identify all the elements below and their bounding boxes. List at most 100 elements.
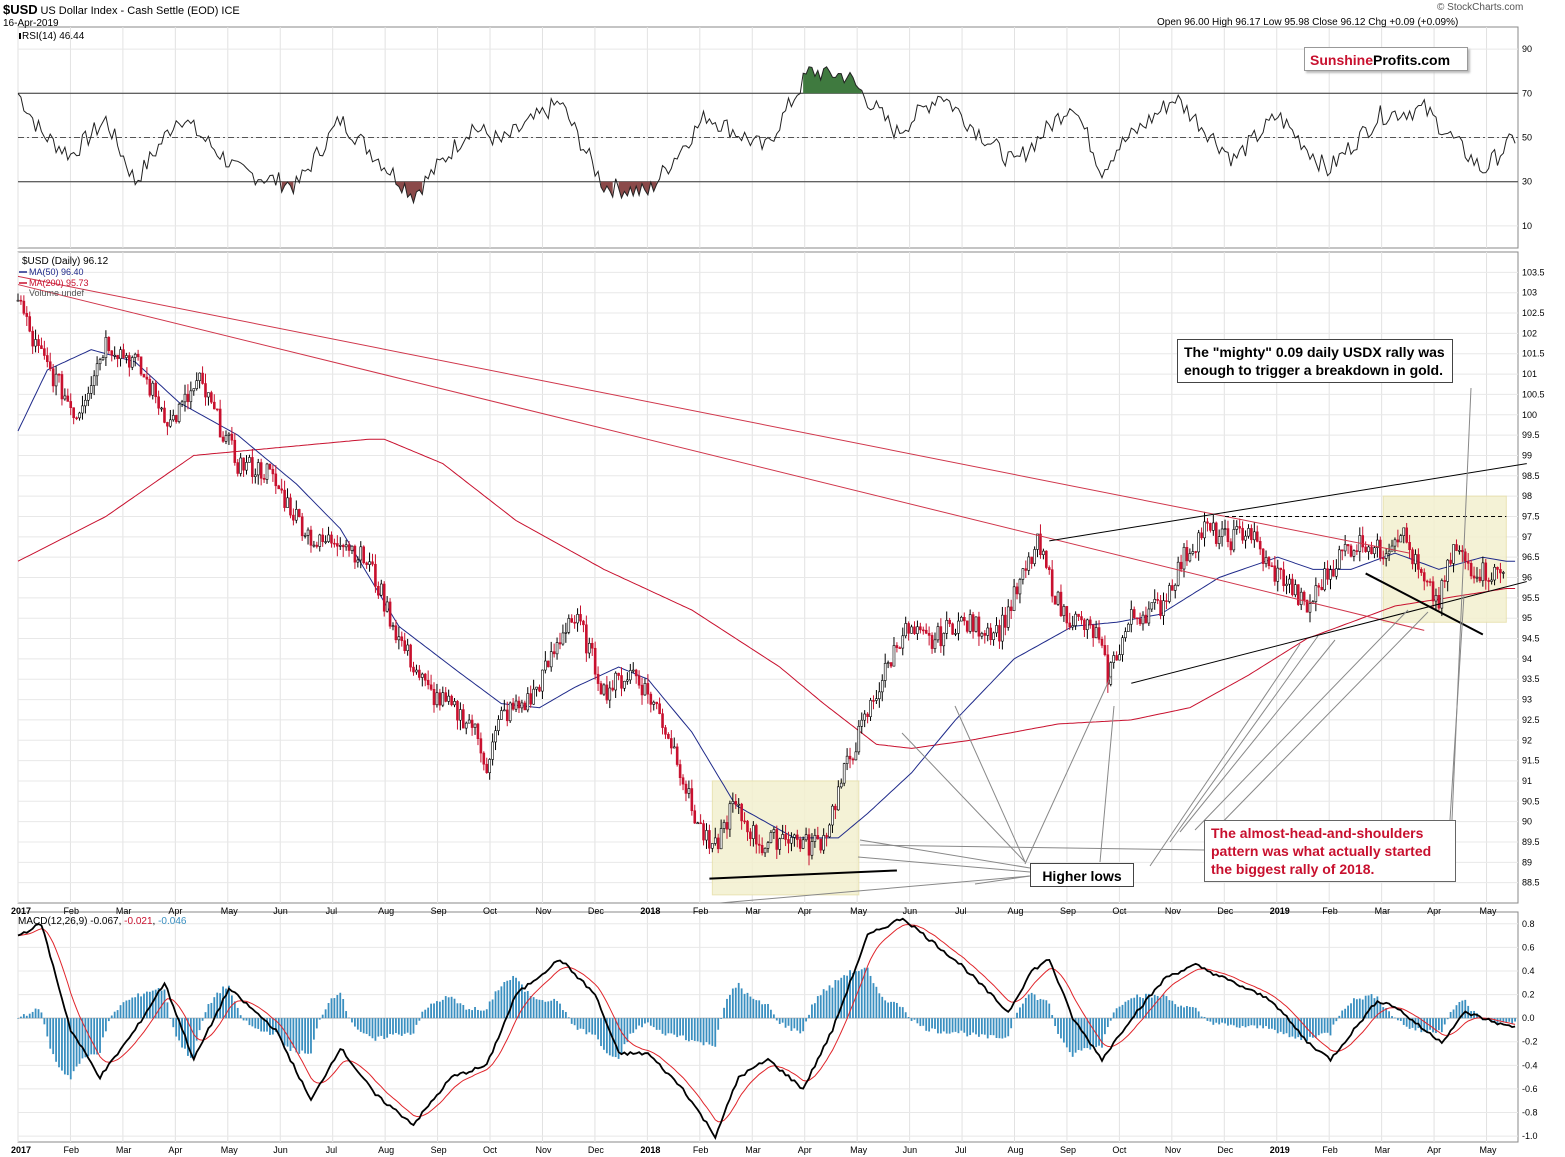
macd-hist-bar-508 (1505, 1018, 1508, 1023)
price-body-159 (482, 752, 486, 765)
macd-hist-bar-507 (1502, 1018, 1505, 1023)
price-body-391 (1162, 600, 1165, 616)
price-body-256 (766, 842, 770, 849)
macd-hist-bar-152 (462, 1004, 465, 1019)
macd-hist-bar-445 (1320, 1018, 1323, 1034)
price-body-43 (142, 373, 146, 378)
price-body-486 (1440, 580, 1444, 609)
macd-tick-3: -0.4 (1522, 1060, 1538, 1070)
macd-hist-bar-214 (644, 1018, 646, 1024)
price-body-357 (1062, 606, 1066, 617)
price-body-429 (1273, 565, 1277, 582)
rsi-tick-4: 90 (1522, 44, 1532, 54)
macd-hist-bar-176 (532, 997, 535, 1019)
x-label-price-6: Jul (326, 906, 338, 916)
macd-hist-bar-280 (837, 980, 840, 1019)
price-body-312 (930, 635, 934, 649)
macd-hist-bar-489 (1449, 1011, 1452, 1019)
macd-hist-bar-263 (787, 1018, 790, 1026)
macd-hist-bar-129 (395, 1018, 397, 1033)
price-body-406 (1206, 521, 1209, 524)
macd-hist-bar-161 (488, 1001, 491, 1019)
price-tick-1: 89 (1522, 857, 1532, 867)
trendline-4 (709, 869, 897, 880)
price-body-483 (1431, 581, 1435, 602)
price-body-109 (336, 543, 339, 547)
price-body-275 (822, 835, 825, 851)
pointer-line-1 (901, 732, 1026, 863)
rsi-oversold-fill-4 (281, 181, 294, 194)
macd-hist-bar-26 (93, 1018, 96, 1055)
price-body-243 (728, 803, 732, 830)
macd-hist-bar-331 (986, 1018, 989, 1039)
macd-hist-bar-294 (878, 993, 881, 1019)
macd-hist-bar-286 (854, 971, 857, 1019)
macd-hist-bar-5 (31, 1011, 34, 1019)
macd-hist-bar-403 (1197, 1011, 1200, 1019)
price-body-188 (567, 618, 571, 633)
price-legend-main: $USD (Daily) 96.12 (22, 256, 109, 267)
macd-hist-bar-503 (1490, 1018, 1493, 1023)
price-body-86 (268, 463, 272, 470)
macd-hist-bar-28 (99, 1018, 101, 1053)
macd-hist-bar-434 (1288, 1018, 1291, 1038)
price-body-421 (1250, 528, 1253, 541)
price-tick-22: 99.5 (1522, 430, 1540, 440)
price-tick-14: 95.5 (1522, 593, 1540, 603)
price-body-314 (936, 626, 940, 641)
price-body-92 (286, 497, 289, 508)
price-body-349 (1039, 533, 1042, 556)
macd-hist-bar-153 (465, 1009, 468, 1019)
hs-line-1: The almost-head-and-shoulders (1211, 825, 1424, 841)
price-body-477 (1414, 554, 1417, 565)
macd-hist-bar-490 (1452, 1009, 1455, 1019)
macd-hist-bar-238 (714, 1018, 717, 1047)
macd-hist-bar-40 (134, 997, 137, 1019)
macd-hist-bar-415 (1232, 1018, 1235, 1026)
price-tick-2: 89.5 (1522, 837, 1540, 847)
price-body-420 (1247, 528, 1250, 537)
trendline-1 (17, 284, 1425, 631)
macd-hist-bar-220 (661, 1018, 664, 1034)
price-body-282 (842, 763, 846, 784)
price-body-222 (667, 734, 670, 739)
price-body-135 (412, 666, 415, 673)
pointer-line-5 (857, 856, 1031, 873)
macd-tick-1: -0.8 (1522, 1108, 1538, 1118)
macd-hist-bar-417 (1238, 1018, 1241, 1028)
macd-hist-bar-464 (1376, 996, 1379, 1019)
price-body-61 (195, 380, 199, 389)
macd-tick-9: 0.8 (1522, 919, 1535, 929)
price-body-215 (646, 683, 650, 695)
macd-hist-bar-66 (210, 1002, 213, 1019)
macd-hist-bar-232 (696, 1018, 699, 1042)
macd-hist-bar-481 (1426, 1018, 1429, 1032)
macd-hist-bar-146 (444, 996, 447, 1019)
macd-hist-bar-291 (869, 975, 872, 1019)
macd-hist-bar-197 (594, 1018, 597, 1035)
price-body-475 (1408, 541, 1411, 551)
macd-hist-bar-132 (403, 1018, 406, 1034)
price-body-181 (546, 660, 550, 668)
macd-hist-bar-121 (371, 1018, 374, 1039)
price-body-309 (921, 629, 925, 632)
price-body-343 (1021, 568, 1025, 580)
price-body-52 (169, 419, 172, 427)
macd-hist-bar-341 (1016, 1012, 1018, 1019)
x-label-macd-17: Jun (903, 1145, 918, 1155)
price-body-304 (907, 623, 910, 634)
price-body-22 (81, 405, 84, 414)
price-body-478 (1417, 554, 1420, 570)
macd-hist-bar-391 (1162, 994, 1165, 1019)
macd-hist-bar-96 (298, 1018, 301, 1054)
price-body-165 (500, 710, 503, 720)
price-body-18 (69, 401, 73, 409)
macd-hist-bar-358 (1065, 1018, 1068, 1048)
macd-hist-bar-463 (1373, 998, 1376, 1019)
macd-hist-bar-177 (535, 999, 538, 1019)
macd-hist-bar-257 (770, 1009, 772, 1019)
macd-hist-bar-43 (143, 993, 145, 1019)
macd-hist-bar-495 (1467, 1005, 1470, 1019)
rsi-legend: RSI(14) 46.44 (22, 31, 85, 42)
price-body-244 (731, 801, 735, 805)
